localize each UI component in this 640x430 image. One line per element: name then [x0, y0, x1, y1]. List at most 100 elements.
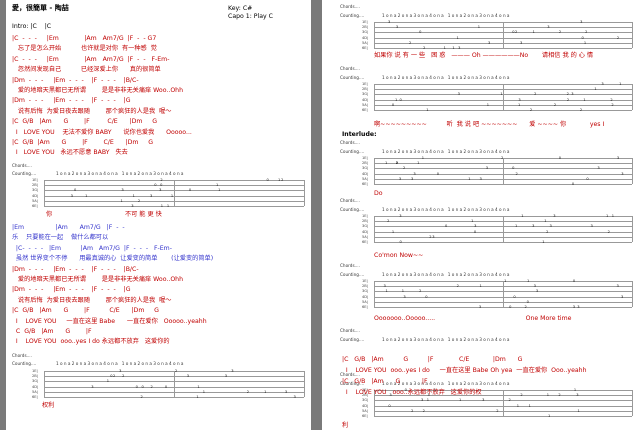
fret-number: 2 — [553, 102, 557, 107]
bar-line — [374, 84, 375, 110]
lyric-line: |Dm - - - |Em - - - |F - - - |B/C- — [12, 76, 139, 84]
bar-line — [44, 180, 45, 206]
fret-number: 1 — [619, 82, 622, 86]
fret-number: 3 — [533, 284, 536, 289]
fret-number: 1 — [456, 35, 459, 40]
tab-string — [374, 307, 632, 308]
fret-number: 3 — [474, 224, 477, 229]
fret-number: 1 — [395, 97, 398, 102]
tab-words: 如果你 说 有 一 些 困 惑 ——— Oh ——————No 请相信 我 的 … — [374, 52, 594, 59]
fret-number: 0 — [188, 188, 192, 193]
fret-number: 1 — [544, 219, 547, 224]
fret-number: 0 — [425, 294, 428, 299]
string-label: 5A| — [362, 40, 368, 45]
fret-number: 2 — [520, 393, 523, 398]
string-label: 5A| — [362, 299, 368, 304]
lyric-line: |C - - - |Em |Am Am7/G |F - - F-Em- — [12, 55, 170, 63]
tab-string — [374, 242, 632, 243]
fret-number: 1 — [85, 193, 88, 198]
bar-line — [174, 180, 175, 206]
tablature-1: 1E| 2B| 3G| 4D| 5A| 6E| 0 0 0 3 3 1 1 2 2 0 1 1 1 2 1 1 3 1 0 1 3 3 — [32, 178, 305, 208]
string-label: 4D| — [362, 229, 369, 234]
fret-number: 3 — [458, 46, 461, 50]
tab-string — [374, 184, 632, 185]
string-label: 1E| — [362, 20, 368, 24]
fret-number: 2 — [558, 30, 562, 35]
fret-number: 2 — [429, 234, 432, 239]
lyric-line: |C- - - - |Em |Am Am7/G |F - - - F-Em- — [12, 244, 172, 252]
fret-number: 3 — [532, 224, 535, 229]
last-word: 利 — [342, 422, 349, 429]
fret-number: 0 — [581, 35, 584, 40]
fret-number: 0 — [444, 224, 448, 229]
counting-text: 1 o n a 2 o n a 3 o n a 4 o n a 1 o n a … — [382, 75, 510, 80]
string-label: 2B| — [362, 219, 368, 224]
fret-number: 3 — [432, 234, 435, 239]
fret-number: 3 — [231, 369, 234, 373]
fret-number: 0 — [473, 229, 477, 234]
string-label: 3G| — [362, 166, 369, 171]
fret-number: 1 — [218, 188, 221, 193]
fret-number: 2 — [140, 395, 143, 399]
fret-number: 2 — [508, 398, 511, 403]
fret-number: 0 — [160, 183, 163, 188]
string-label: 5A| — [32, 389, 38, 394]
lyric-line: 爱的地暗天黑都已无所谓 是是非非无关痛痒 Woo..Ohh — [12, 276, 184, 283]
fret-number: 1 — [452, 46, 455, 50]
string-label: 6E| — [362, 108, 368, 112]
string-label: 2B| — [32, 374, 38, 379]
fret-number: 0 — [572, 279, 576, 283]
fret-number: 3 — [398, 176, 402, 181]
tablature: 1E| 2B| 3G| 4D| 5A| 6E| 1 1 2 1 3 1 3 1 2 0 1 3 2 1 1 3 2 3 2 0 2 3 — [362, 388, 633, 418]
fret-number: 1 — [477, 25, 480, 30]
fret-number: 3 — [482, 398, 485, 403]
fret-number: 2 — [529, 108, 533, 112]
fret-number: 3 — [433, 388, 436, 392]
counting-text: 1 o n a 2 o n a 3 o n a 4 o n a 1 o n a … — [382, 207, 510, 212]
fret-number: 1 — [459, 398, 462, 403]
counting-label: Counting.... — [340, 272, 365, 277]
lyric-line: I LOVE YOU 一直在这里 Babe 一直在爱你 Ooooo..yeahh — [12, 317, 207, 325]
fret-number: 3 — [186, 374, 190, 379]
fret-number: 3 — [485, 166, 489, 171]
lyric-line: 虽然 世界变个不停 用最真诚的心 让爱变的简单 (让爱变的简单) — [12, 255, 214, 263]
chords-label: Chords.... — [340, 66, 360, 71]
string-label: 1E| — [362, 388, 368, 392]
counting-text: 1 o n a 2 o n a 3 o n a 4 o n a 1 o n a … — [382, 381, 510, 386]
lyric-line: 说有后悔 为爱日夜去跟随 那个疯狂的人是我 喔～ — [12, 107, 172, 115]
string-label: 4D| — [362, 171, 369, 176]
tablature: 1E| 2B| 3G| 4D| 5A| 6E| 2 1 1 2 2 1 1 3 0 1 3 1 2 1 2 0 3 1 2 3 2 2 — [362, 82, 633, 112]
fret-number: 0 — [391, 102, 395, 107]
fret-number: 0 — [154, 183, 157, 188]
tab-string — [44, 206, 304, 207]
fret-number: 1 — [215, 183, 219, 188]
bar-line — [374, 390, 375, 416]
string-label: 5A| — [362, 102, 368, 107]
counting-label: Counting.... — [340, 381, 365, 386]
string-label: 6E| — [362, 305, 368, 309]
string-label: 1E| — [362, 214, 368, 218]
interlude-label: Interlude: — [342, 131, 377, 138]
fret-number: 1 — [577, 408, 580, 413]
string-label: 3G| — [362, 92, 369, 97]
fret-number: 1 — [421, 156, 425, 160]
bar-line — [374, 281, 375, 307]
fret-number: 3 — [601, 82, 604, 86]
fret-number: 1 — [197, 384, 200, 389]
fret-number: 3 — [284, 389, 288, 394]
bar-line — [632, 22, 633, 48]
lyric-line: |Dm - - - |Em - - - |F - - - |G — [12, 286, 131, 294]
bar-line — [374, 158, 375, 184]
lyric-line: |Dm - - - |Em - - - |F - - - |B/C- — [12, 265, 139, 273]
fret-number: 2 — [122, 374, 125, 379]
fret-number: 0 — [512, 30, 515, 35]
fret-number: 2 — [585, 30, 588, 35]
fret-number: 1 — [532, 30, 535, 35]
string-label: 3G| — [362, 30, 369, 35]
string-label: 5A| — [362, 408, 368, 413]
fret-number: 3 — [293, 395, 296, 399]
lyric-line: 乐 只要能在一起 做什么都可以 — [12, 234, 109, 242]
bar-line — [503, 281, 504, 307]
counting-label-2: Counting.... — [12, 361, 37, 366]
fret-number: 3 — [518, 97, 521, 102]
